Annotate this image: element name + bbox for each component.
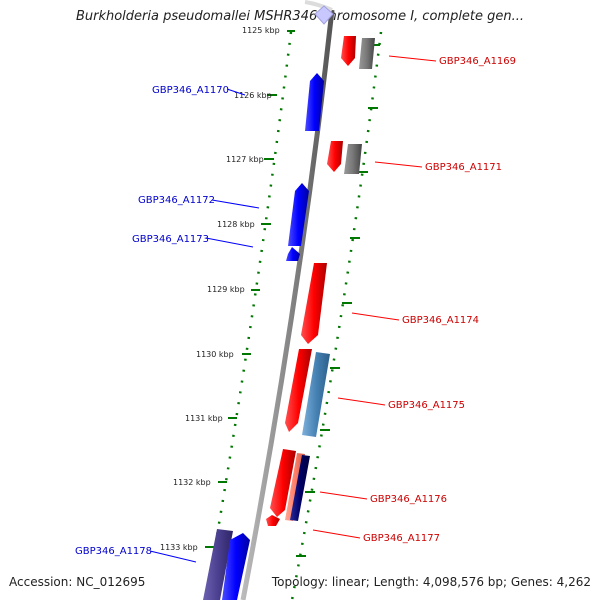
gene-features <box>203 36 375 600</box>
gene-feature-forward[interactable] <box>341 36 356 66</box>
gene-feature-forward[interactable] <box>301 263 327 344</box>
gene-labels: GBP346_A1169 GBP346_A1170 GBP346_A1171 G… <box>75 56 516 557</box>
gene-feature-reverse[interactable] <box>286 247 300 261</box>
backbone-fade <box>304 0 333 12</box>
gene-label[interactable]: GBP346_A1170 <box>152 85 229 96</box>
summary-text: Topology: linear; Length: 4,098,576 bp; … <box>271 575 591 589</box>
gene-feature-grey[interactable] <box>344 144 362 174</box>
gene-label[interactable]: GBP346_A1172 <box>138 195 215 206</box>
tick-label: 1133 kbp <box>160 543 198 552</box>
gene-feature-forward[interactable] <box>266 515 280 526</box>
gene-label[interactable]: GBP346_A1171 <box>425 162 502 173</box>
gene-label[interactable]: GBP346_A1176 <box>370 494 447 505</box>
gene-feature-reverse[interactable] <box>222 533 250 600</box>
origin-marker-icon <box>314 5 334 25</box>
gene-feature-steel[interactable] <box>302 352 330 437</box>
tick-label: 1127 kbp <box>226 155 264 164</box>
tick-label: 1132 kbp <box>173 478 211 487</box>
gene-label[interactable]: GBP346_A1175 <box>388 400 465 411</box>
gene-label[interactable]: GBP346_A1177 <box>363 533 440 544</box>
gene-feature-forward[interactable] <box>327 141 343 172</box>
tick-label: 1131 kbp <box>185 414 223 423</box>
gene-feature-navy[interactable] <box>290 455 310 521</box>
accession-text: Accession: NC_012695 <box>9 575 146 589</box>
tick-labels: 1125 kbp 1126 kbp 1127 kbp 1128 kbp 1129… <box>160 26 280 552</box>
gene-feature-grey[interactable] <box>359 38 375 69</box>
tick-label: 1130 kbp <box>196 350 234 359</box>
label-connectors <box>149 55 437 563</box>
gene-feature-reverse[interactable] <box>305 73 324 131</box>
gene-feature-reverse[interactable] <box>288 183 309 246</box>
gene-label[interactable]: GBP346_A1178 <box>75 546 152 557</box>
tick-label: 1126 kbp <box>234 91 272 100</box>
map-title: Burkholderia pseudomallei MSHR346 chromo… <box>75 9 525 24</box>
gene-feature-purple[interactable] <box>203 529 233 600</box>
gene-label[interactable]: GBP346_A1173 <box>132 234 209 245</box>
tick-label: 1128 kbp <box>217 220 255 229</box>
gene-feature-forward[interactable] <box>270 449 296 517</box>
gene-label[interactable]: GBP346_A1169 <box>439 56 516 67</box>
gene-label[interactable]: GBP346_A1174 <box>402 315 479 326</box>
tick-label: 1125 kbp <box>242 26 280 35</box>
tick-label: 1129 kbp <box>207 285 245 294</box>
gene-feature-forward[interactable] <box>285 349 312 432</box>
